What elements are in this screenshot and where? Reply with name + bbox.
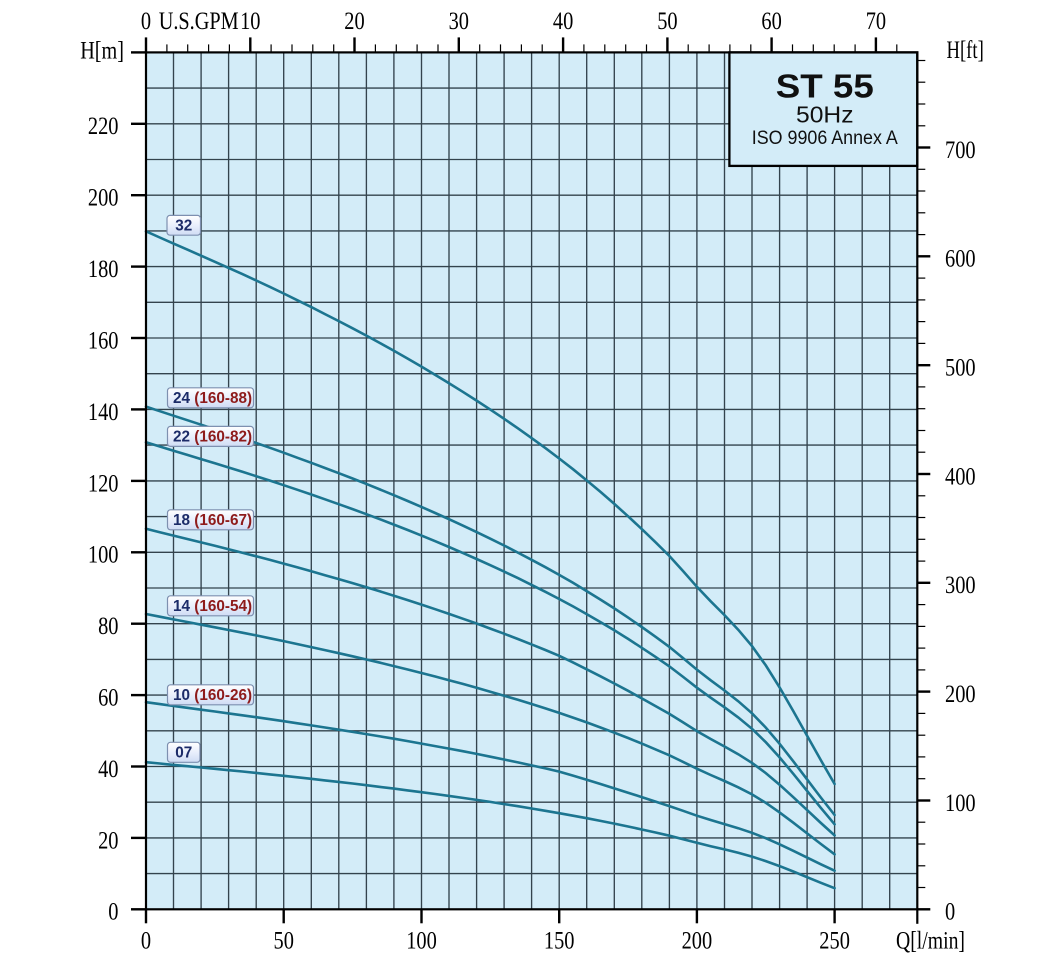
svg-text:200: 200 xyxy=(88,185,119,212)
svg-text:100: 100 xyxy=(945,790,976,817)
svg-text:30: 30 xyxy=(449,8,469,35)
svg-text:ISO 9906 Annex A: ISO 9906 Annex A xyxy=(752,128,898,149)
svg-text:600: 600 xyxy=(945,246,976,273)
svg-text:250: 250 xyxy=(819,928,850,955)
svg-text:0: 0 xyxy=(141,8,151,35)
svg-text:ST 55: ST 55 xyxy=(776,68,874,105)
svg-text:0: 0 xyxy=(108,899,118,926)
svg-text:0: 0 xyxy=(141,928,151,955)
svg-text:120: 120 xyxy=(88,470,119,497)
svg-text:0: 0 xyxy=(945,899,955,926)
svg-text:700: 700 xyxy=(945,137,976,164)
svg-text:U.S.GPM: U.S.GPM xyxy=(159,8,239,35)
svg-text:80: 80 xyxy=(98,613,118,640)
svg-text:50Hz: 50Hz xyxy=(796,102,854,128)
svg-text:150: 150 xyxy=(544,928,575,955)
svg-text:100: 100 xyxy=(406,928,437,955)
svg-text:18 (160-67): 18 (160-67) xyxy=(173,512,252,529)
svg-text:60: 60 xyxy=(761,8,781,35)
svg-text:500: 500 xyxy=(945,355,976,382)
svg-text:40: 40 xyxy=(98,756,118,783)
svg-text:20: 20 xyxy=(98,827,118,854)
svg-text:14 (160-54): 14 (160-54) xyxy=(173,598,252,615)
svg-text:H[m]: H[m] xyxy=(80,38,124,65)
svg-text:200: 200 xyxy=(945,681,976,708)
svg-text:24 (160-88): 24 (160-88) xyxy=(173,390,252,407)
svg-text:50: 50 xyxy=(657,8,677,35)
svg-text:22 (160-82): 22 (160-82) xyxy=(173,429,252,446)
svg-text:300: 300 xyxy=(945,572,976,599)
svg-text:60: 60 xyxy=(98,685,118,712)
svg-text:100: 100 xyxy=(88,542,119,569)
svg-text:160: 160 xyxy=(88,327,119,354)
svg-text:180: 180 xyxy=(88,256,119,283)
svg-text:20: 20 xyxy=(344,8,364,35)
svg-text:07: 07 xyxy=(175,745,192,762)
svg-text:H[ft]: H[ft] xyxy=(947,37,984,64)
svg-text:200: 200 xyxy=(682,928,713,955)
svg-text:Q[l/min]: Q[l/min] xyxy=(896,928,965,955)
svg-text:140: 140 xyxy=(88,399,119,426)
svg-text:400: 400 xyxy=(945,463,976,490)
svg-text:70: 70 xyxy=(866,8,886,35)
svg-text:40: 40 xyxy=(553,8,573,35)
svg-text:50: 50 xyxy=(274,928,294,955)
svg-text:10 (160-26): 10 (160-26) xyxy=(173,687,252,704)
svg-text:10: 10 xyxy=(240,8,260,35)
svg-text:220: 220 xyxy=(88,113,119,140)
svg-text:32: 32 xyxy=(175,218,192,235)
